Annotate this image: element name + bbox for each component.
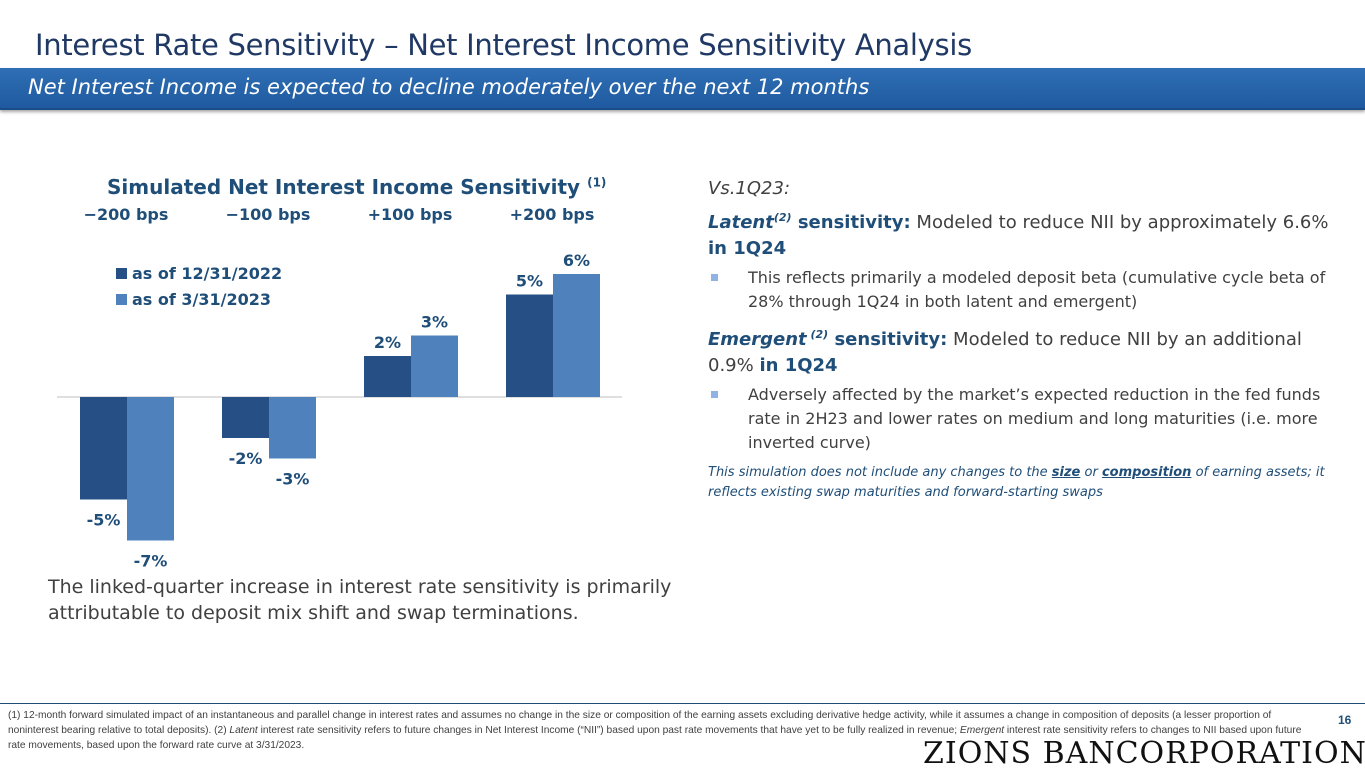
emergent-paragraph: Emergent (2) sensitivity: Modeled to red… xyxy=(708,322,1338,379)
note-emphasis: composition xyxy=(1101,465,1192,480)
legend-item: as of 3/31/2023 xyxy=(116,286,282,312)
simulation-note: This simulation does not include any cha… xyxy=(708,463,1338,503)
commentary-panel: Vs.1Q23: Latent(2) sensitivity: Modeled … xyxy=(708,178,1338,503)
note-text: or xyxy=(1080,465,1102,480)
footnote-text: interest rate sensitivity refers to chan… xyxy=(8,725,1302,751)
emergent-label: sensitivity: xyxy=(828,329,948,350)
bar-chart: -5% -7% -2% -3% 2% 3% 5% 6% xyxy=(57,251,622,571)
footnote-term: Latent xyxy=(229,725,258,736)
note-text: This simulation does not include any cha… xyxy=(708,465,1052,480)
data-label: -2% xyxy=(229,449,263,468)
legend-swatch xyxy=(116,293,127,305)
chart-title-note: (1) xyxy=(587,175,607,190)
latent-bullet-text: This reflects primarily a modeled deposi… xyxy=(748,268,1326,311)
comparison-label: Vs.1Q23: xyxy=(708,178,791,199)
chart-caption: The linked-quarter increase in interest … xyxy=(48,576,672,624)
legend-item: as of 12/31/2022 xyxy=(116,260,282,286)
data-label: -3% xyxy=(276,470,310,489)
category-label: +200 bps xyxy=(509,205,595,224)
bar xyxy=(506,294,553,397)
page-number: 16 xyxy=(1338,713,1352,727)
legend-label: as of 3/31/2023 xyxy=(132,289,272,309)
footnote-term: Emergent xyxy=(959,725,1005,736)
latent-paragraph: Latent(2) sensitivity: Modeled to reduce… xyxy=(708,205,1338,262)
page-title: Interest Rate Sensitivity – Net Interest… xyxy=(35,28,972,62)
emergent-period: in 1Q24 xyxy=(759,355,838,376)
category-label: −200 bps xyxy=(83,205,169,224)
bullet-marker xyxy=(711,391,718,398)
chart-title-text: Simulated Net Interest Income Sensitivit… xyxy=(107,175,581,199)
chart-title: Simulated Net Interest Income Sensitivit… xyxy=(107,175,606,199)
bar xyxy=(80,397,127,500)
legend-label: as of 12/31/2022 xyxy=(132,263,283,283)
legend-swatch xyxy=(116,267,127,279)
bar xyxy=(127,397,174,541)
latent-term: Latent xyxy=(708,212,774,233)
data-label: -5% xyxy=(87,511,121,530)
note-text: of earning assets; it reflects existing … xyxy=(708,465,1325,500)
latent-label: sensitivity: xyxy=(791,212,911,233)
subtitle-banner: Net Interest Income is expected to decli… xyxy=(0,68,1365,110)
emergent-sup: (2) xyxy=(806,328,829,341)
category-label: +100 bps xyxy=(367,205,453,224)
chart-legend: as of 12/31/2022 as of 3/31/2023 xyxy=(116,260,282,312)
company-logo: ZIONS BANCORPORATION xyxy=(923,736,1365,771)
footnote: (1) 12-month forward simulated impact of… xyxy=(8,708,1318,753)
category-label: −100 bps xyxy=(225,205,311,224)
data-label: 2% xyxy=(374,333,401,352)
bar xyxy=(553,274,600,397)
banner-text: Net Interest Income is expected to decli… xyxy=(28,75,870,99)
emergent-bullet-text: Adversely affected by the market’s expec… xyxy=(748,385,1321,452)
note-emphasis: size xyxy=(1051,465,1081,480)
footnote-text: interest rate sensitivity refers to futu… xyxy=(257,725,960,736)
bar xyxy=(364,356,411,397)
data-label: 6% xyxy=(563,251,590,270)
latent-sup: (2) xyxy=(773,211,792,224)
footer-divider xyxy=(0,703,1365,704)
bar xyxy=(269,397,316,459)
latent-bullet: This reflects primarily a modeled deposi… xyxy=(708,266,1338,314)
data-label: 3% xyxy=(421,313,448,332)
emergent-term: Emergent xyxy=(708,329,807,350)
data-label: -7% xyxy=(134,552,168,571)
emergent-bullet: Adversely affected by the market’s expec… xyxy=(708,383,1338,455)
footnote-text: (1) 12-month forward simulated impact of… xyxy=(8,710,1272,736)
bar xyxy=(411,335,458,397)
latent-period: in 1Q24 xyxy=(708,238,787,259)
emergent-text: Modeled to reduce NII by an additional 0… xyxy=(708,329,1302,376)
latent-text: Modeled to reduce NII by approximately 6… xyxy=(910,212,1329,233)
bullet-marker xyxy=(711,274,718,281)
data-label: 5% xyxy=(516,272,543,291)
bar xyxy=(222,397,269,438)
